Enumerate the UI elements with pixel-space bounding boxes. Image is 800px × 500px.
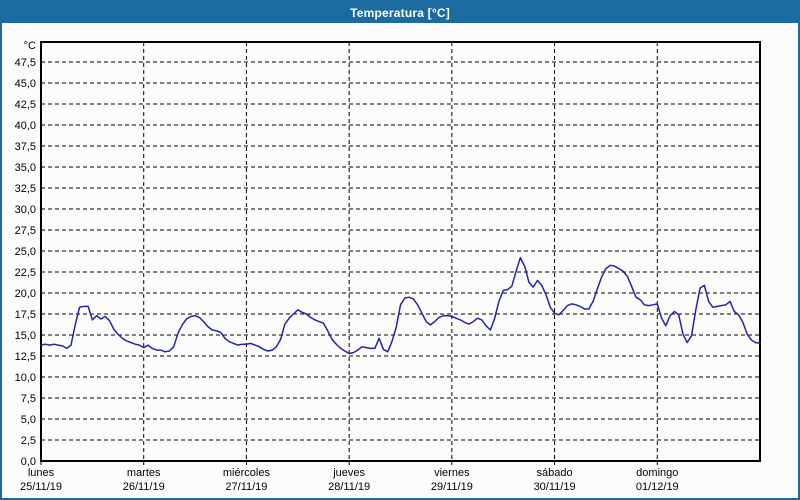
x-day-label: jueves bbox=[332, 467, 365, 479]
y-tick-label: 17,5 bbox=[15, 309, 36, 321]
y-tick-label: 12,5 bbox=[15, 351, 36, 363]
y-tick-label: 40,0 bbox=[15, 120, 36, 132]
window-title: Temperatura [°C] bbox=[350, 5, 450, 20]
x-date-label: 30/11/19 bbox=[534, 481, 576, 493]
window-titlebar: Temperatura [°C] bbox=[2, 2, 798, 23]
x-date-label: 29/11/19 bbox=[431, 481, 473, 493]
y-tick-label: 5,0 bbox=[21, 414, 36, 426]
y-tick-label: 37,5 bbox=[15, 141, 36, 153]
x-date-label: 25/11/19 bbox=[20, 481, 62, 493]
y-tick-label: 27,5 bbox=[15, 225, 36, 237]
y-tick-label: 7,5 bbox=[21, 393, 36, 405]
x-day-label: martes bbox=[127, 467, 161, 479]
y-tick-label: 0,0 bbox=[21, 456, 36, 468]
x-date-label: 27/11/19 bbox=[225, 481, 267, 493]
x-day-label: lunes bbox=[28, 467, 55, 479]
x-date-label: 26/11/19 bbox=[123, 481, 165, 493]
y-tick-label: 45,0 bbox=[15, 78, 36, 90]
y-tick-label: 22,5 bbox=[15, 267, 36, 279]
y-axis-unit-label: °C bbox=[24, 40, 36, 52]
y-tick-label: 15,0 bbox=[15, 330, 36, 342]
y-tick-label: 20,0 bbox=[15, 288, 36, 300]
x-day-label: miércoles bbox=[223, 467, 271, 479]
y-tick-label: 42,5 bbox=[15, 99, 36, 111]
y-tick-label: 32,5 bbox=[15, 183, 36, 195]
x-day-label: domingo bbox=[636, 467, 678, 479]
y-tick-label: 30,0 bbox=[15, 204, 36, 216]
y-tick-label: 2,5 bbox=[21, 435, 36, 447]
x-day-label: viernes bbox=[434, 467, 470, 479]
y-tick-label: 10,0 bbox=[15, 372, 36, 384]
x-day-label: sábado bbox=[537, 467, 573, 479]
plot-border bbox=[40, 41, 761, 462]
x-date-label: 01/12/19 bbox=[636, 481, 679, 493]
temperature-line bbox=[40, 256, 761, 355]
y-tick-label: 35,0 bbox=[15, 162, 36, 174]
x-date-label: 28/11/19 bbox=[328, 481, 370, 493]
y-tick-label: 25,0 bbox=[15, 246, 36, 258]
y-tick-label: 47,5 bbox=[15, 57, 36, 69]
